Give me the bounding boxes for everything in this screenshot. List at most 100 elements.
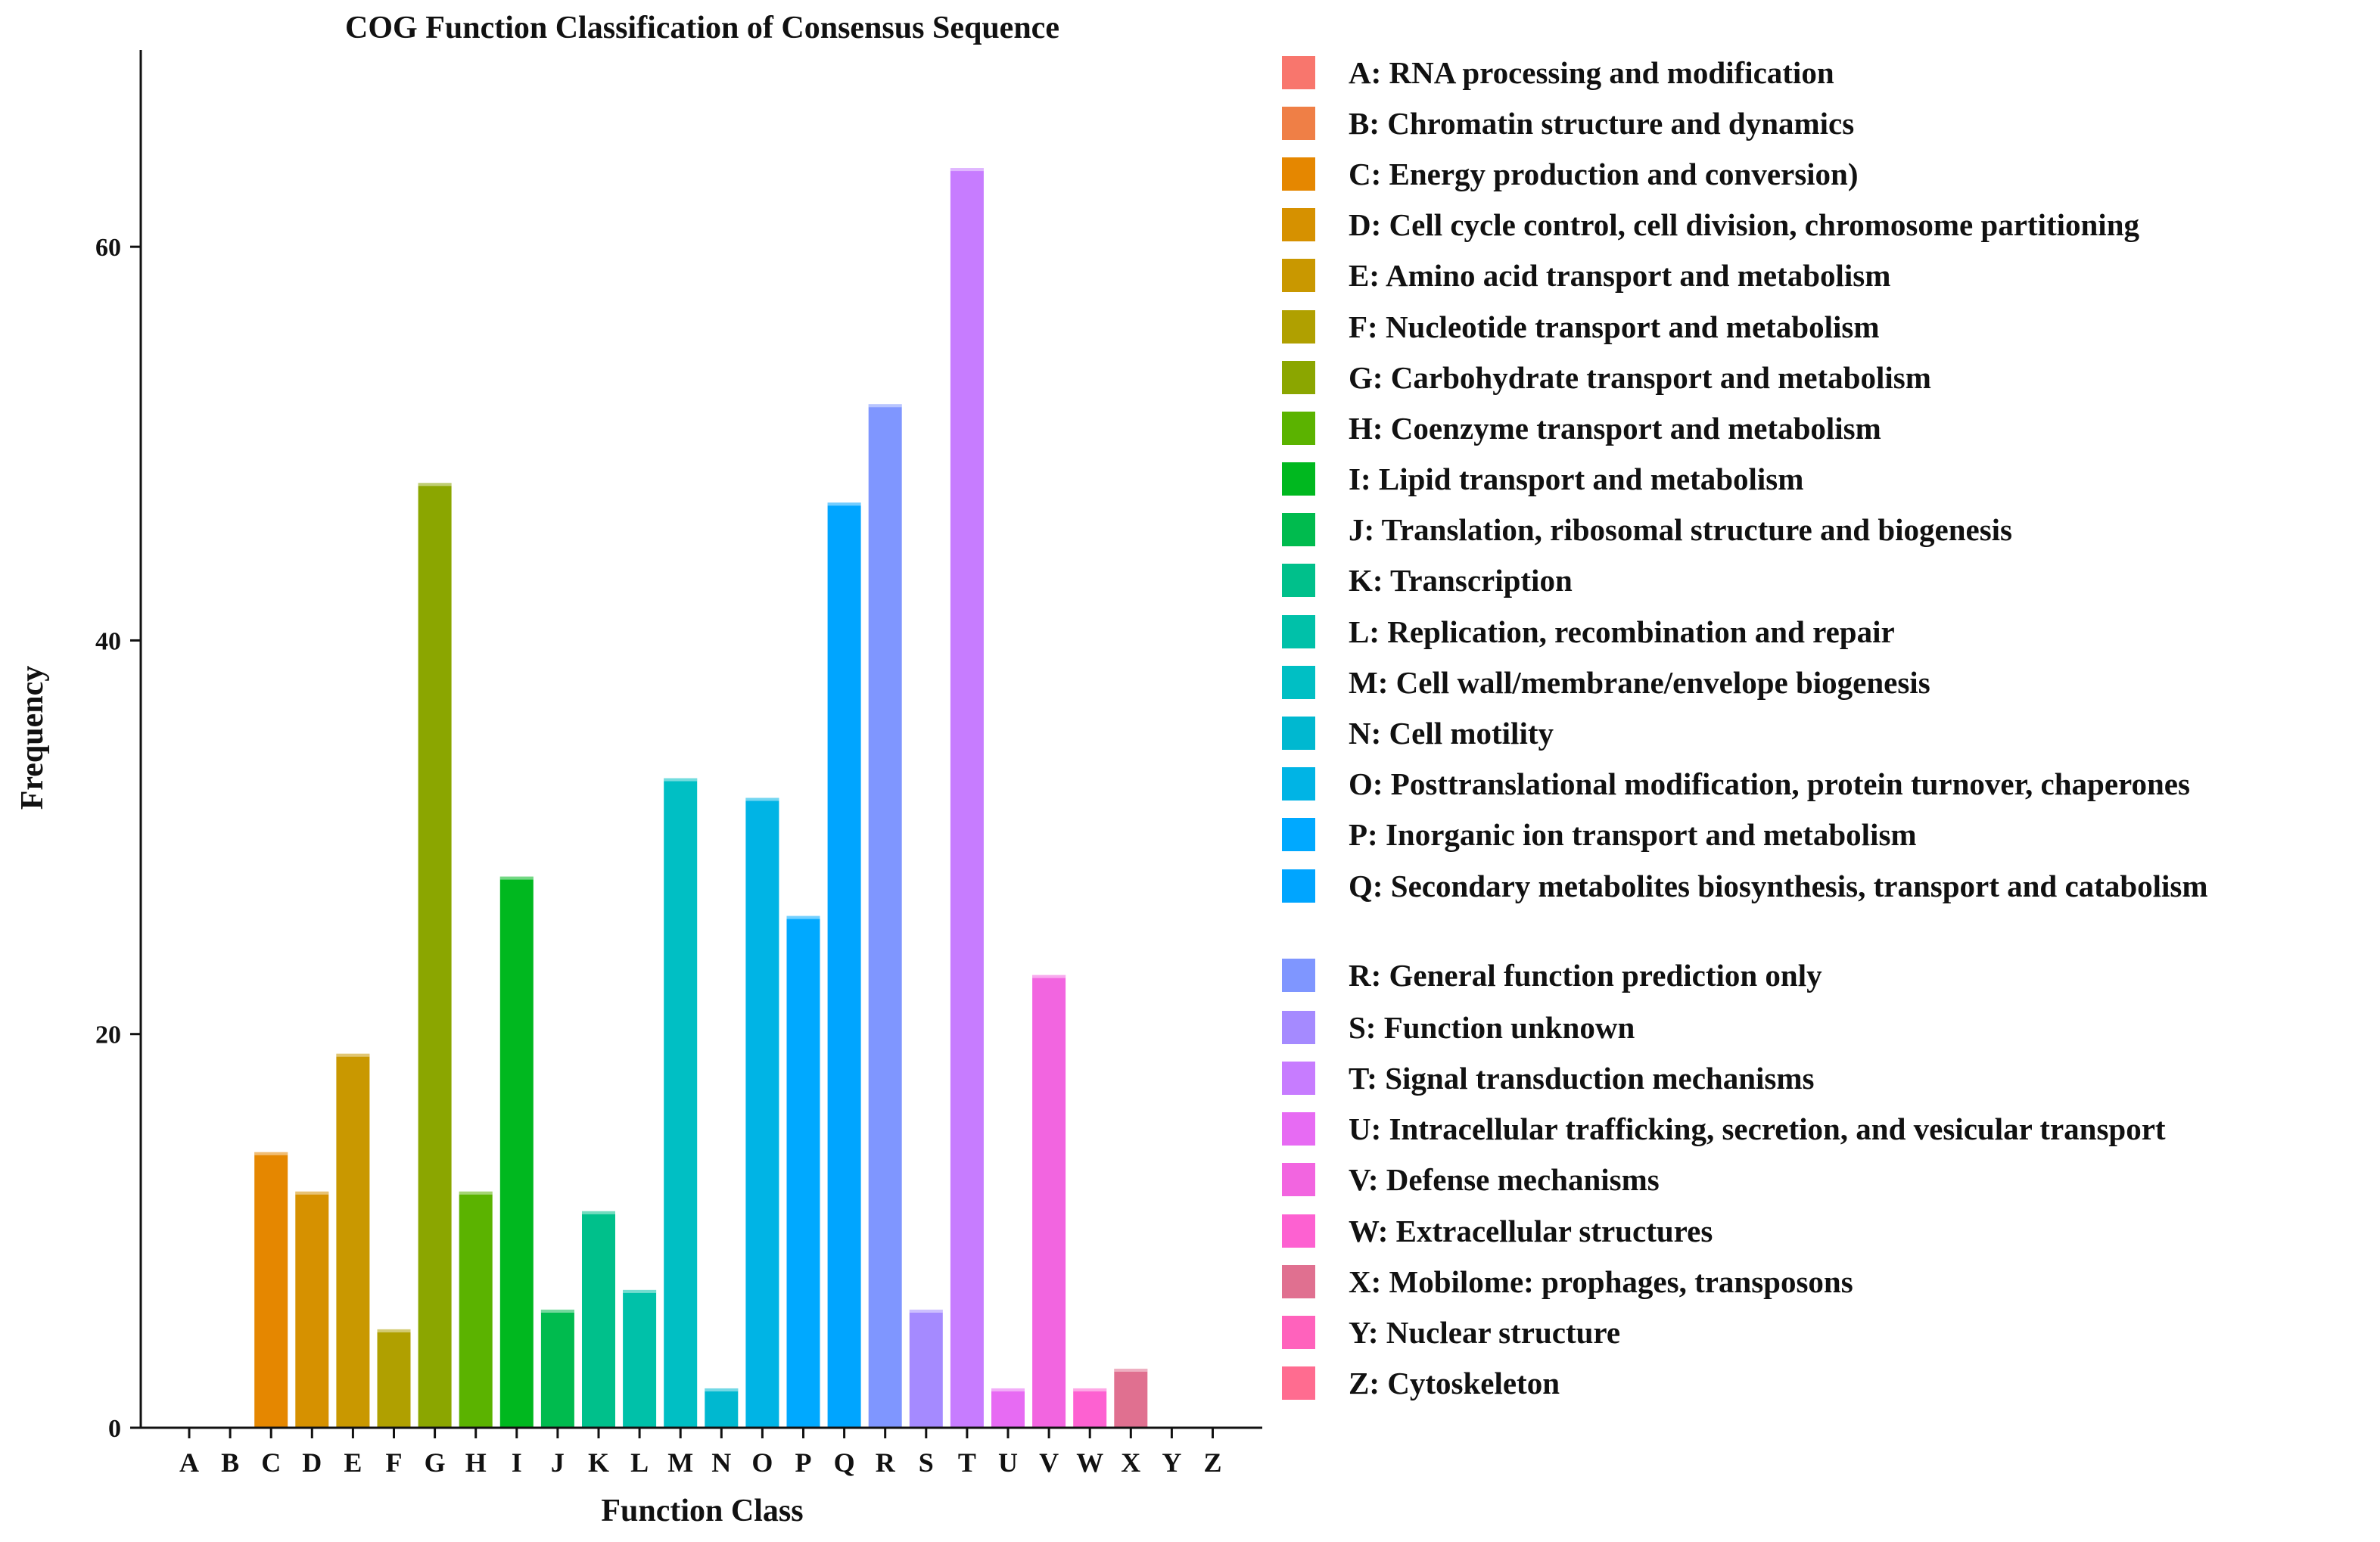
legend-swatch (1282, 717, 1315, 751)
bar-T (950, 168, 984, 1429)
bar-M (664, 778, 698, 1428)
legend-label: Q: Secondary metabolites biosynthesis, t… (1349, 868, 2208, 903)
x-tick-label-C: C (261, 1447, 281, 1478)
legend-item-T: T: Signal transduction mechanisms (1282, 1052, 2372, 1103)
bar-highlight-J (540, 1309, 574, 1313)
legend-label: E: Amino acid transport and metabolism (1349, 258, 1891, 294)
bar-E (336, 1053, 370, 1428)
x-axis-label: Function Class (601, 1494, 803, 1528)
legend-swatch (1282, 1264, 1315, 1298)
legend-label: B: Chromatin structure and dynamics (1349, 105, 1855, 141)
legend-swatch (1282, 869, 1315, 903)
bar-highlight-E (336, 1053, 370, 1057)
legend-swatch (1282, 106, 1315, 140)
legend-item-N: N: Cell motility (1282, 707, 2372, 758)
bar-S (909, 1309, 943, 1428)
x-tick-label-E: E (344, 1447, 362, 1478)
legend-swatch (1282, 360, 1315, 394)
y-tick-label: 40 (95, 627, 121, 655)
y-tick-label: 0 (108, 1415, 121, 1443)
bar-highlight-K (582, 1211, 615, 1214)
bar-highlight-V (1032, 975, 1066, 978)
bar-highlight-T (950, 168, 984, 172)
bar-highlight-R (868, 404, 902, 408)
legend-item-R: R: General function prediction only (1282, 949, 2372, 1002)
x-tick-label-F: F (386, 1447, 403, 1478)
legend-item-M: M: Cell wall/membrane/envelope biogenesi… (1282, 657, 2372, 707)
x-tick-label-M: M (667, 1447, 693, 1478)
bar-U (991, 1388, 1025, 1428)
bar-O (745, 797, 779, 1428)
x-tick-label-D: D (302, 1447, 322, 1478)
bar-highlight-S (909, 1309, 943, 1313)
legend-swatch (1282, 55, 1315, 89)
legend-swatch (1282, 959, 1315, 993)
bar-J (540, 1309, 574, 1428)
legend-swatch (1282, 309, 1315, 344)
legend-item-H: H: Coenzyme transport and metabolism (1282, 403, 2372, 453)
x-tick-label-L: L (630, 1447, 649, 1478)
legend-label: T: Signal transduction mechanisms (1349, 1060, 1815, 1096)
bar-Q (827, 502, 861, 1428)
legend-swatch (1282, 1010, 1315, 1044)
bar-highlight-O (745, 797, 779, 801)
legend-item-S: S: Function unknown (1282, 1002, 2372, 1052)
legend-swatch (1282, 208, 1315, 242)
bar-L (623, 1289, 657, 1428)
bar-highlight-D (295, 1191, 329, 1195)
chart-legend: A: RNA processing and modification B: Chr… (1282, 47, 2372, 1409)
legend-item-Q: Q: Secondary metabolites biosynthesis, t… (1282, 860, 2372, 911)
legend-item-D: D: Cell cycle control, cell division, ch… (1282, 200, 2372, 250)
x-tick-label-P: P (795, 1447, 812, 1478)
legend-item-Z: Z: Cytoskeleton (1282, 1358, 2372, 1409)
bar-highlight-W (1073, 1388, 1107, 1391)
bar-highlight-C (254, 1152, 288, 1155)
bar-highlight-U (991, 1388, 1025, 1391)
legend-label: U: Intracellular trafficking, secretion,… (1349, 1111, 2166, 1147)
x-tick-label-W: W (1076, 1447, 1103, 1478)
bar-chart: COG Function Classification of Consensus… (15, 11, 1262, 1528)
x-tick-label-O: O (751, 1447, 773, 1478)
legend-label: R: General function prediction only (1349, 958, 1822, 993)
x-tick-label-Z: Z (1203, 1447, 1221, 1478)
legend-item-O: O: Posttranslational modification, prote… (1282, 759, 2372, 810)
bars-group (254, 168, 1148, 1429)
legend-swatch (1282, 462, 1315, 496)
y-axis-label: Frequency (15, 666, 50, 810)
legend-item-K: K: Transcription (1282, 555, 2372, 606)
legend-label: K: Transcription (1349, 563, 1573, 598)
legend-label: A: RNA processing and modification (1349, 54, 1834, 90)
legend-item-L: L: Replication, recombination and repair (1282, 606, 2372, 657)
legend-label: C: Energy production and conversion) (1349, 156, 1859, 191)
legend-item-U: U: Intracellular trafficking, secretion,… (1282, 1104, 2372, 1155)
legend-label: W: Extracellular structures (1349, 1213, 1713, 1248)
legend-swatch (1282, 614, 1315, 648)
bar-highlight-H (459, 1191, 493, 1195)
x-tick-label-T: T (958, 1447, 976, 1478)
x-tick-label-S: S (919, 1447, 934, 1478)
bar-highlight-M (664, 778, 698, 782)
bar-G (418, 483, 452, 1429)
bar-I (499, 876, 534, 1428)
x-tick-label-I: I (512, 1447, 522, 1478)
y-tick-label: 60 (95, 234, 121, 262)
legend-label: J: Translation, ribosomal structure and … (1349, 512, 2013, 548)
x-tick-label-A: A (179, 1447, 199, 1478)
legend-swatch (1282, 1214, 1315, 1248)
legend-label: Z: Cytoskeleton (1349, 1366, 1560, 1401)
legend-swatch (1282, 259, 1315, 293)
x-tick-label-N: N (711, 1447, 731, 1478)
y-tick-label: 20 (95, 1021, 121, 1049)
legend-swatch (1282, 564, 1315, 598)
y-axis-ticks: 0 20 40 60 (95, 234, 141, 1443)
legend-label: S: Function unknown (1349, 1009, 1635, 1045)
legend-item-G: G: Carbohydrate transport and metabolism (1282, 352, 2372, 403)
legend-label: I: Lipid transport and metabolism (1349, 462, 1804, 497)
bar-highlight-P (786, 916, 820, 919)
legend-item-V: V: Defense mechanisms (1282, 1155, 2372, 1205)
bar-highlight-N (705, 1388, 739, 1391)
legend-item-C: C: Energy production and conversion) (1282, 148, 2372, 199)
bar-V (1032, 975, 1066, 1428)
legend-label: O: Posttranslational modification, prote… (1349, 766, 2190, 802)
